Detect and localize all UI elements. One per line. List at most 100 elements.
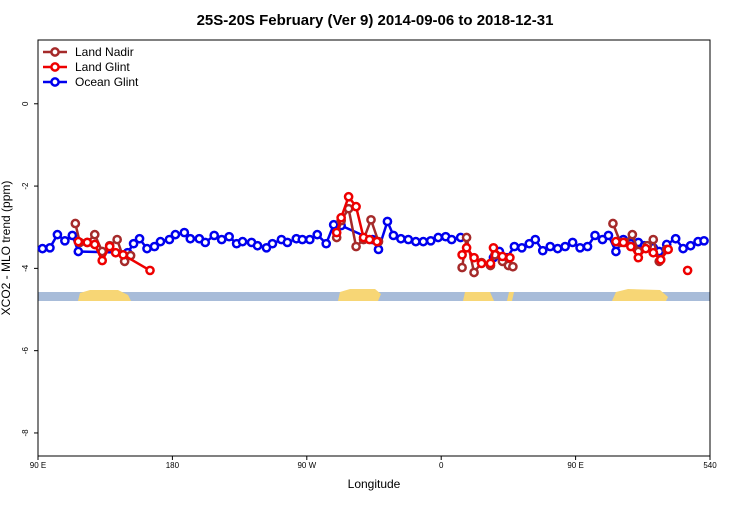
data-point [582,241,593,252]
data-point [297,234,308,245]
data-point [134,233,145,244]
data-point [590,230,600,241]
data-point [497,251,508,262]
data-point [200,237,211,248]
data-point [552,243,563,254]
data-point [216,234,227,245]
chart-title: 25S-20S February (Ver 9) 2014-09-06 to 2… [197,12,554,29]
y-tick-label: -6 [21,347,30,355]
data-point [252,240,263,251]
data-point [603,230,614,241]
data-point [457,262,467,273]
data-point [73,236,84,247]
data-point [52,229,63,240]
data-point [164,234,175,245]
legend-label: Ocean Glint [75,75,139,89]
data-point [699,235,709,246]
data-point [118,249,128,260]
data-point [485,258,496,269]
data-point [530,234,541,245]
data-point [149,241,160,252]
data-point [73,246,84,257]
data-point [89,229,100,240]
land-strip [507,292,514,301]
data-point [469,267,479,278]
data-point [509,241,520,252]
y-tick-label: 0 [21,101,30,106]
land-strip [338,289,381,301]
data-point [396,233,406,244]
data-point [505,252,515,263]
y-tick-label: -2 [21,182,30,190]
data-point [112,234,122,245]
data-point [282,237,293,248]
data-point [425,235,436,246]
data-point [304,234,315,245]
data-point [627,229,638,240]
data-point [343,191,354,202]
data-point [267,238,278,249]
data-point [89,239,100,250]
data-point [516,242,527,253]
data-point [364,234,375,245]
data-point [142,243,152,254]
data-point [545,241,556,252]
y-tick-label: -8 [21,429,30,437]
x-tick-label: 540 [703,461,717,470]
x-tick-label: 90 E [567,461,583,470]
data-point [224,231,234,242]
data-point [560,241,570,252]
legend-marker [50,47,60,57]
data-point [110,247,121,258]
x-tick-label: 180 [166,461,180,470]
data-point [351,241,361,252]
data-point [640,243,651,254]
data-point [461,232,472,243]
data-point [446,234,457,245]
data-point [155,236,166,247]
data-point [633,252,644,263]
data-point [351,201,361,212]
data-point [608,218,618,229]
data-point [179,227,190,238]
data-point [403,234,414,245]
data-point [104,241,115,252]
legend-marker [50,77,60,87]
data-point [366,214,376,225]
data-point [418,236,429,247]
data-point [433,232,444,243]
data-point [537,245,548,256]
y-tick-label: -4 [21,264,30,272]
x-tick-label: 90 W [297,461,316,470]
data-point [410,236,421,247]
data-point [567,237,578,248]
data-point [648,247,659,258]
x-axis-label: Longitude [348,477,401,491]
data-point [185,233,196,244]
x-tick-label: 0 [439,461,444,470]
data-point [209,230,220,241]
data-point [97,255,108,266]
data-point [461,242,472,253]
data-point [655,254,666,265]
land-strip [463,292,494,301]
data-point [575,242,585,253]
y-axis-label: XCO2 - MLO trend (ppm) [0,181,13,316]
data-point [626,241,636,252]
data-point [670,233,681,244]
legend-marker [50,62,60,72]
data-point [488,242,499,253]
data-point [331,227,342,238]
data-point [336,212,346,223]
data-point [321,238,332,249]
data-point [82,237,93,248]
legend-label: Land Nadir [75,45,134,59]
data-point [682,265,693,276]
data-point [328,219,339,230]
data-point [128,238,139,249]
data-point [469,252,479,263]
data-point [237,236,248,247]
data-point [382,216,393,227]
data-point [476,258,487,269]
